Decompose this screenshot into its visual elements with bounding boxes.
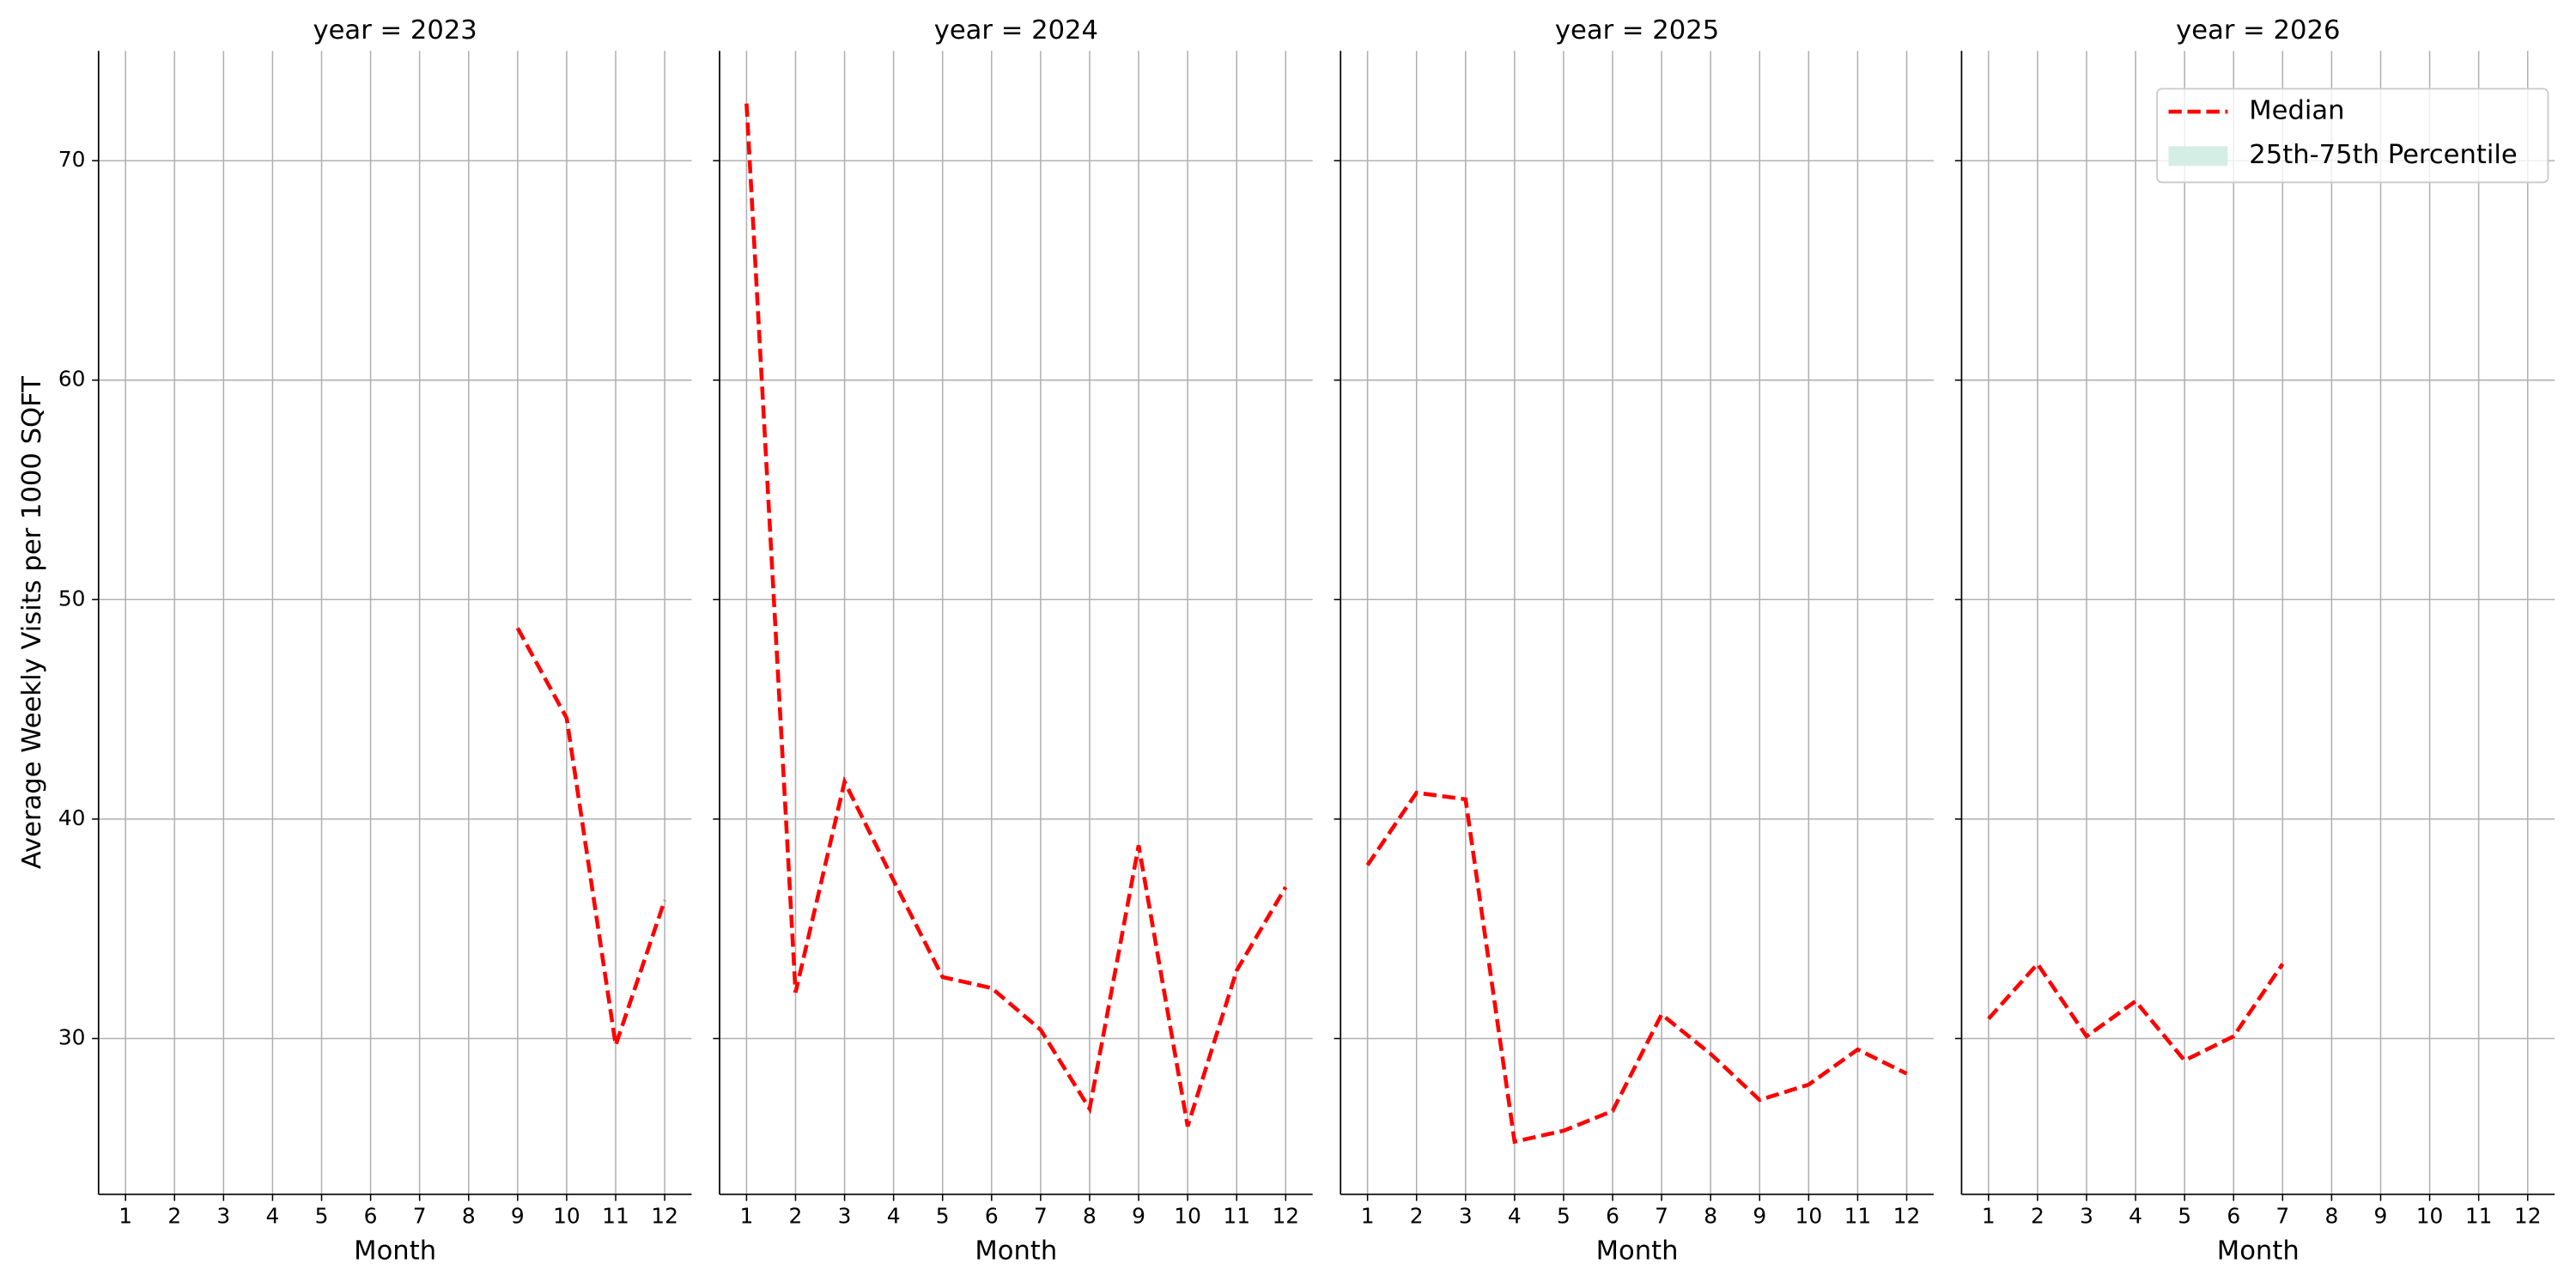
x-tick-label: 3	[838, 1204, 852, 1229]
x-tick-label: 2	[1410, 1204, 1424, 1229]
x-tick-label: 5	[936, 1204, 950, 1229]
legend-label: Median	[2249, 96, 2344, 126]
x-tick-label: 1	[1361, 1204, 1375, 1229]
x-tick-label: 12	[651, 1204, 678, 1229]
y-tick-label: 30	[58, 1024, 86, 1049]
x-tick-label: 4	[2129, 1204, 2142, 1229]
x-tick-label: 3	[1459, 1204, 1473, 1229]
x-tick-label: 5	[2178, 1204, 2191, 1229]
x-tick-label: 12	[2514, 1204, 2542, 1229]
x-tick-label: 7	[413, 1204, 427, 1229]
x-tick-label: 11	[602, 1204, 629, 1229]
x-tick-label: 12	[1893, 1204, 1921, 1229]
x-axis-label: Month	[354, 1236, 436, 1266]
x-tick-label: 11	[1223, 1204, 1250, 1229]
x-axis-label: Month	[975, 1236, 1057, 1266]
x-tick-label: 6	[2227, 1204, 2240, 1229]
x-tick-label: 1	[118, 1204, 132, 1229]
x-tick-label: 10	[2416, 1204, 2444, 1229]
median-line	[1987, 960, 2285, 1063]
x-tick-label: 10	[553, 1204, 580, 1229]
y-axis-label: Average Weekly Visits per 1000 SQFT	[17, 376, 47, 869]
x-axis-label: Month	[1596, 1236, 1679, 1266]
x-tick-label: 1	[1982, 1204, 1996, 1229]
legend-swatch	[2168, 146, 2228, 167]
panel-title: year = 2026	[2176, 15, 2340, 46]
x-axis-label: Month	[2217, 1236, 2300, 1266]
x-tick-label: 12	[1272, 1204, 1299, 1229]
x-tick-label: 2	[167, 1204, 181, 1229]
legend-label: 25th-75th Percentile	[2249, 140, 2518, 170]
median-line	[744, 103, 1288, 1127]
x-tick-label: 8	[2324, 1204, 2338, 1229]
y-tick-label: 60	[58, 367, 86, 392]
x-tick-label: 4	[887, 1204, 901, 1229]
x-tick-label: 3	[216, 1204, 230, 1229]
x-tick-label: 2	[2031, 1204, 2044, 1229]
x-tick-label: 2	[789, 1204, 803, 1229]
x-tick-label: 8	[462, 1204, 476, 1229]
y-tick-label: 50	[58, 586, 86, 611]
x-tick-label: 7	[2275, 1204, 2289, 1229]
x-tick-label: 6	[1606, 1204, 1619, 1229]
x-tick-label: 5	[315, 1204, 329, 1229]
y-tick-label: 40	[58, 805, 86, 830]
x-tick-label: 9	[1753, 1204, 1766, 1229]
x-tick-label: 7	[1034, 1204, 1048, 1229]
x-tick-label: 6	[364, 1204, 378, 1229]
y-tick-label: 70	[58, 147, 86, 172]
panel-title: year = 2024	[934, 15, 1098, 46]
legend-box	[2156, 88, 2549, 184]
x-tick-label: 1	[739, 1204, 753, 1229]
x-tick-label: 3	[2080, 1204, 2093, 1229]
x-tick-label: 5	[1557, 1204, 1571, 1229]
x-tick-label: 8	[1704, 1204, 1717, 1229]
panel-title: year = 2025	[1555, 15, 1719, 46]
x-tick-label: 11	[2465, 1204, 2493, 1229]
x-tick-label: 8	[1083, 1204, 1097, 1229]
panel-title: year = 2023	[313, 15, 477, 46]
x-tick-label: 4	[1508, 1204, 1522, 1229]
x-tick-label: 10	[1174, 1204, 1201, 1229]
median-line	[1365, 790, 1908, 1145]
x-tick-label: 11	[1844, 1204, 1872, 1229]
x-tick-label: 10	[1795, 1204, 1823, 1229]
x-tick-label: 4	[266, 1204, 280, 1229]
x-tick-label: 9	[1132, 1204, 1145, 1229]
x-tick-label: 7	[1655, 1204, 1668, 1229]
x-tick-label: 9	[2374, 1204, 2388, 1229]
x-tick-label: 9	[511, 1204, 525, 1229]
median-line	[515, 627, 667, 1046]
x-tick-label: 6	[985, 1204, 999, 1229]
